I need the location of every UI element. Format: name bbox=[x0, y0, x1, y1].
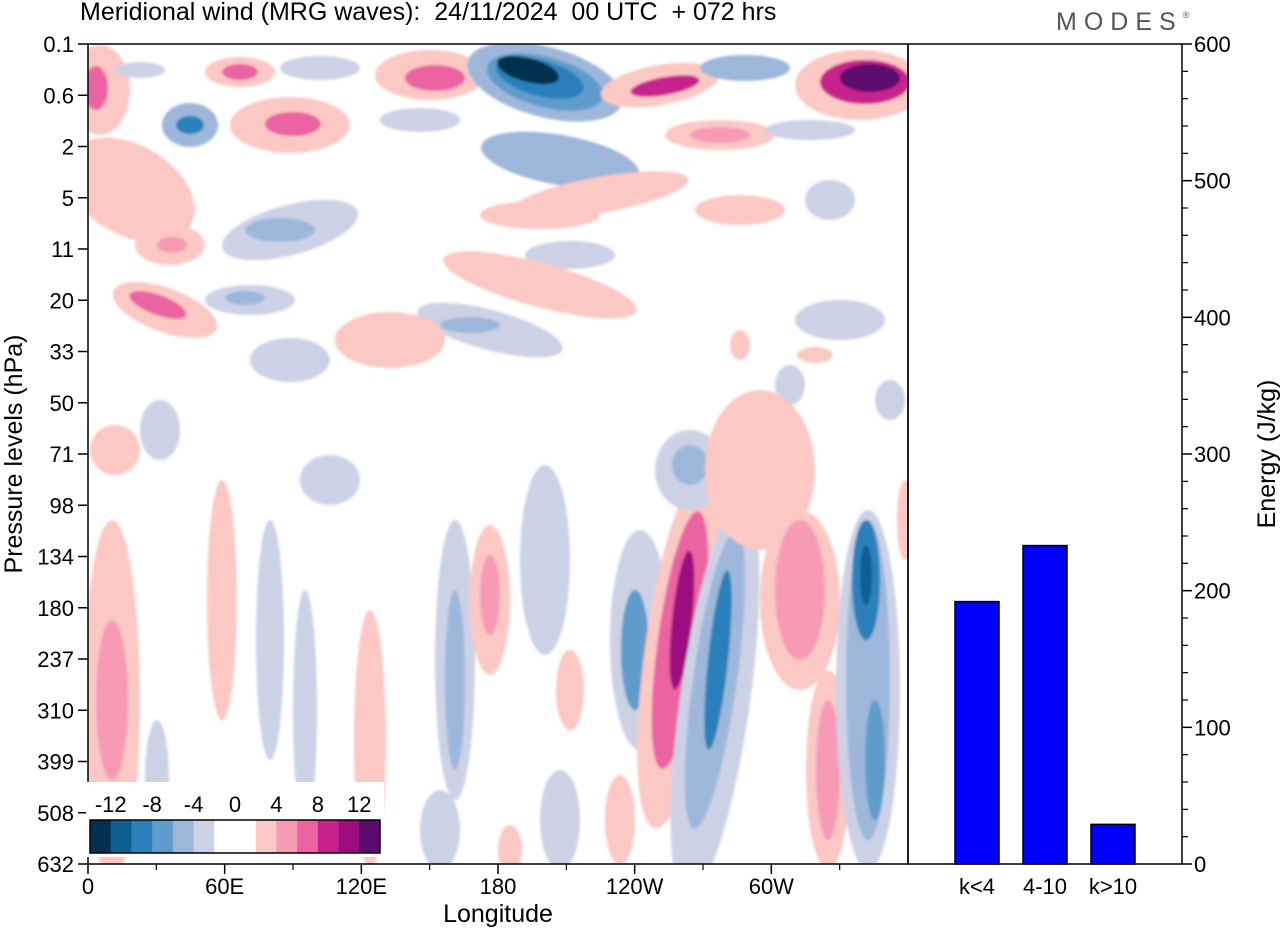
energy-tick-label: 0 bbox=[1194, 852, 1206, 877]
colorbar-swatch bbox=[193, 820, 215, 853]
colorbar-swatch bbox=[214, 820, 236, 853]
pressure-tick-label: 399 bbox=[37, 750, 74, 775]
pressure-axis: 0.1 0.6 2 5 11 20 33 50 71 98 134 180 237 310 399 508 63… bbox=[37, 32, 88, 877]
colorbar-label: 12 bbox=[347, 792, 371, 817]
brand-logo: MODES® bbox=[1056, 8, 1190, 36]
colorbar-label: -4 bbox=[184, 792, 204, 817]
colorbar-frame bbox=[89, 819, 381, 854]
heatmap-field bbox=[88, 44, 908, 864]
colorbar-label: -12 bbox=[95, 792, 127, 817]
energy-tick-label: 500 bbox=[1194, 169, 1231, 194]
colorbar-swatch bbox=[110, 820, 132, 853]
x-axis-label: Longitude bbox=[443, 900, 553, 928]
colorbar-swatch bbox=[235, 820, 257, 853]
colorbar-swatch bbox=[276, 820, 298, 853]
colorbar-swatch bbox=[255, 820, 277, 853]
pressure-tick-label: 5 bbox=[62, 186, 74, 211]
pressure-tick-label: 237 bbox=[37, 647, 74, 672]
longitude-tick-label: 120W bbox=[606, 874, 664, 899]
pressure-tick-label: 98 bbox=[50, 493, 74, 518]
pressure-tick-label: 0.6 bbox=[43, 83, 74, 108]
energy-axis-label: Energy (J/kg) bbox=[1253, 380, 1280, 529]
colorbar-label: 0 bbox=[229, 792, 241, 817]
pressure-tick-label: 50 bbox=[50, 391, 74, 416]
energy-tick-label: 100 bbox=[1194, 715, 1231, 740]
colorbar-swatch bbox=[338, 820, 360, 853]
colorbar-swatch bbox=[152, 820, 174, 853]
pressure-tick-label: 632 bbox=[37, 852, 74, 877]
energy-category-label: k>10 bbox=[1089, 874, 1137, 899]
longitude-axis: 0 60E 120E 180 120W 60W bbox=[82, 864, 841, 899]
energy-bar bbox=[1022, 544, 1068, 865]
pressure-tick-label: 11 bbox=[51, 237, 74, 262]
energy-tick-label: 400 bbox=[1194, 305, 1231, 330]
energy-tick-label: 600 bbox=[1194, 32, 1231, 57]
pressure-tick-label: 33 bbox=[50, 340, 74, 365]
energy-tick-label: 300 bbox=[1194, 442, 1231, 467]
energy-bar bbox=[954, 600, 1000, 865]
pressure-tick-label: 180 bbox=[37, 596, 74, 621]
colorbar-label: 4 bbox=[270, 792, 282, 817]
pressure-tick-label: 508 bbox=[37, 801, 74, 826]
longitude-tick-label: 180 bbox=[480, 874, 517, 899]
longitude-tick-label: 60E bbox=[205, 874, 244, 899]
pressure-tick-label: 2 bbox=[62, 135, 74, 160]
energy-tick-label: 200 bbox=[1194, 579, 1231, 604]
pressure-tick-label: 134 bbox=[37, 545, 74, 570]
colorbar-label: -8 bbox=[142, 792, 162, 817]
colorbar-swatch bbox=[297, 820, 319, 853]
energy-axis: 0 100 200 300 400 500 600 bbox=[1182, 32, 1231, 877]
colorbar-swatch bbox=[131, 820, 153, 853]
colorbar-swatch bbox=[359, 820, 381, 853]
energy-category-label: k<4 bbox=[959, 874, 995, 899]
energy-category-label: 4-10 bbox=[1023, 874, 1067, 899]
y-axis-label: Pressure levels (hPa) bbox=[0, 335, 28, 574]
chart-title: Meridional wind (MRG waves): 24/11/2024 … bbox=[80, 0, 777, 26]
longitude-tick-label: 60W bbox=[749, 874, 794, 899]
pressure-tick-label: 0.1 bbox=[43, 32, 74, 57]
energy-bar bbox=[1090, 823, 1136, 865]
colorbar-swatch bbox=[172, 820, 195, 853]
pressure-tick-label: 310 bbox=[37, 698, 74, 723]
pressure-tick-label: 20 bbox=[50, 288, 74, 313]
colorbar-label: 8 bbox=[312, 792, 324, 817]
energy-bars: k<4 4-10 k>10 bbox=[954, 544, 1137, 899]
colorbar-legend: -12 -8 -4 0 4 8 12 bbox=[86, 782, 384, 857]
longitude-tick-label: 0 bbox=[82, 874, 94, 899]
longitude-tick-label: 120E bbox=[336, 874, 387, 899]
colorbar-swatch bbox=[90, 820, 112, 853]
colorbar-swatch bbox=[317, 820, 340, 853]
pressure-tick-label: 71 bbox=[50, 442, 74, 467]
